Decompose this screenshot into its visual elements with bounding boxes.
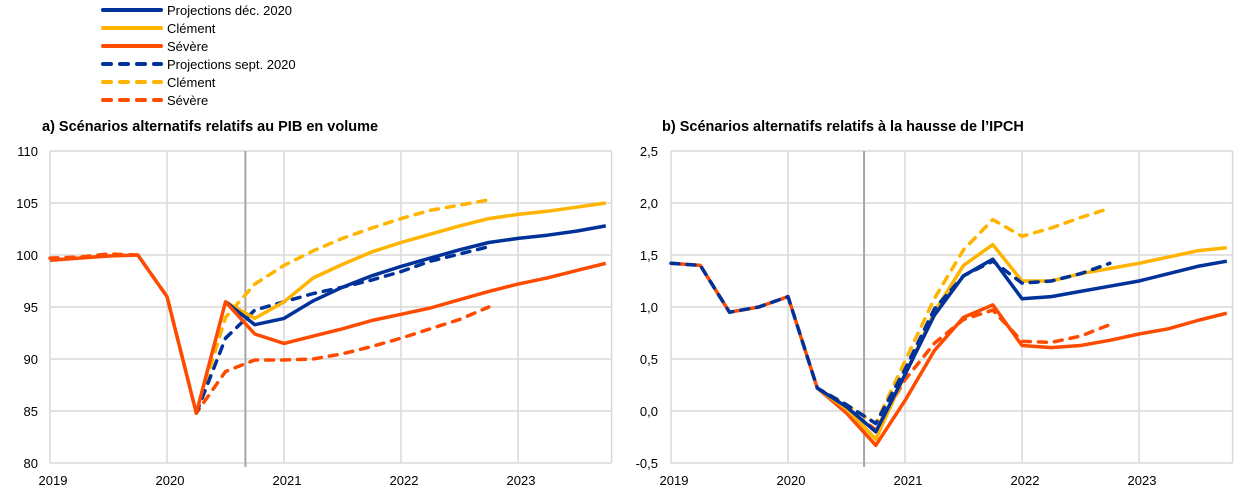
chart-b-ytick-label: 1,5 <box>640 248 658 263</box>
chart-a-series-projections-d-c-2020-cl-ment <box>224 201 607 321</box>
chart-b-ytick-label: 2,5 <box>640 144 658 159</box>
chart-b-xtick-label: 2022 <box>1011 473 1040 488</box>
chart-b-ytick-label: 1,0 <box>640 300 658 315</box>
chart-b-series-projections-d-c-2020 <box>816 257 1228 434</box>
chart-a-xtick-label: 2023 <box>507 473 536 488</box>
chart-a-xtick-label: 2022 <box>390 473 419 488</box>
legend-swatch-solid-blue <box>101 8 163 12</box>
chart-a-xtick-label: 2020 <box>156 473 185 488</box>
legend-item: Sévère <box>100 91 296 109</box>
legend-label: Projections déc. 2020 <box>167 2 293 18</box>
chart-b-xtick-label: 2023 <box>1128 473 1157 488</box>
chart-a-ytick-label: 90 <box>24 352 38 367</box>
legend-item: Clément <box>100 73 296 91</box>
legend-swatch-dashed-blue <box>101 62 163 66</box>
chart-a-series-projections-d-c-2020-s-v-re <box>49 253 607 415</box>
legend-label: Clément <box>167 20 216 36</box>
chart-b-xtick-label: 2020 <box>777 473 806 488</box>
legend-item: Projections déc. 2020 <box>100 1 296 19</box>
chart-b-xtick-label: 2019 <box>660 473 689 488</box>
chart-a-series-projections-sept-2020-cl-ment <box>194 198 491 415</box>
chart-a-xtick-label: 2021 <box>273 473 302 488</box>
chart-b-series-projections-sept-2020 <box>669 259 1112 426</box>
chart-a-series-projections-sept-2020-s-v-re <box>48 252 491 415</box>
chart-b-title: b) Scénarios alternatifs relatifs à la h… <box>662 119 1024 135</box>
legend-item: Projections sept. 2020 <box>100 55 296 73</box>
legend-label: Clément <box>167 74 216 90</box>
chart-a-ytick-label: 110 <box>17 144 38 159</box>
legend-label: Sévère <box>167 92 209 108</box>
chart-b-ytick-label: -0,5 <box>636 456 658 471</box>
chart-a-xtick-label: 2019 <box>39 473 68 488</box>
chart-a-ytick-label: 100 <box>16 248 38 263</box>
chart-a-ytick-label: 80 <box>24 456 38 471</box>
legend-swatch-solid-yellow <box>101 26 163 30</box>
chart-b-series-projections-sept-2020-s-v-re <box>815 308 1112 432</box>
chart-a-ytick-label: 85 <box>24 404 38 419</box>
chart-a-series-projections-d-c-2020 <box>224 224 607 327</box>
chart-b-ytick-label: 2,0 <box>640 196 658 211</box>
legend-label: Projections sept. 2020 <box>167 56 296 72</box>
legend-swatch-dashed-yellow <box>101 80 163 84</box>
legend-swatch-dashed-orange <box>101 98 163 102</box>
legend: Projections déc. 2020 Clément Sévère Pro… <box>100 1 296 109</box>
chart-b-xtick-label: 2021 <box>894 473 923 488</box>
legend-label: Sévère <box>167 38 209 54</box>
chart-a-title: a) Scénarios alternatifs relatifs au PIB… <box>42 119 379 135</box>
chart-b-ytick-label: 0,0 <box>640 404 658 419</box>
legend-swatch-solid-orange <box>101 44 163 48</box>
chart-b-ytick-label: 0,5 <box>640 352 658 367</box>
chart-b-series-projections-sept-2020-cl-ment <box>815 206 1112 426</box>
chart-a-ytick-label: 95 <box>24 300 38 315</box>
chart-a-ytick-label: 105 <box>16 196 38 211</box>
legend-item: Sévère <box>100 37 296 55</box>
legend-item: Clément <box>100 19 296 37</box>
